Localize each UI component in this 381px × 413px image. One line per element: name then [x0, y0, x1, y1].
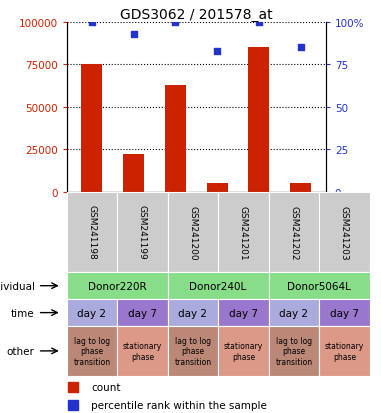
- Bar: [123, 155, 144, 192]
- Bar: [165, 85, 186, 192]
- Point: [130, 31, 136, 38]
- Text: lag to log
phase
transition: lag to log phase transition: [74, 336, 110, 366]
- Text: GSM241203: GSM241203: [340, 205, 349, 259]
- Text: day 7: day 7: [330, 308, 359, 318]
- Text: GSM241200: GSM241200: [188, 205, 197, 259]
- Text: GSM241202: GSM241202: [289, 205, 298, 259]
- Point: [89, 19, 95, 26]
- Text: lag to log
phase
transition: lag to log phase transition: [174, 336, 211, 366]
- Text: time: time: [11, 308, 35, 318]
- Text: Donor240L: Donor240L: [189, 281, 247, 291]
- Text: stationary
phase: stationary phase: [325, 342, 364, 361]
- Text: individual: individual: [0, 281, 35, 291]
- Point: [256, 19, 262, 26]
- Bar: [207, 183, 227, 192]
- Text: lag to log
phase
transition: lag to log phase transition: [275, 336, 312, 366]
- Text: stationary
phase: stationary phase: [123, 342, 162, 361]
- Text: Donor5064L: Donor5064L: [287, 281, 351, 291]
- Point: [172, 19, 178, 26]
- Point: [214, 48, 220, 55]
- Bar: [81, 65, 102, 192]
- Text: day 7: day 7: [229, 308, 258, 318]
- Text: count: count: [91, 382, 120, 392]
- Point: [298, 45, 304, 52]
- Text: GSM241201: GSM241201: [239, 205, 248, 259]
- Text: Donor220R: Donor220R: [88, 281, 146, 291]
- Text: day 2: day 2: [77, 308, 106, 318]
- Text: stationary
phase: stationary phase: [224, 342, 263, 361]
- Text: percentile rank within the sample: percentile rank within the sample: [91, 400, 267, 410]
- Text: day 2: day 2: [178, 308, 207, 318]
- Title: GDS3062 / 201578_at: GDS3062 / 201578_at: [120, 8, 272, 22]
- Bar: [248, 48, 269, 192]
- Text: GSM241199: GSM241199: [138, 205, 147, 260]
- Text: other: other: [7, 346, 35, 356]
- Text: day 7: day 7: [128, 308, 157, 318]
- Text: day 2: day 2: [279, 308, 308, 318]
- Bar: [290, 183, 311, 192]
- Text: GSM241198: GSM241198: [87, 205, 96, 260]
